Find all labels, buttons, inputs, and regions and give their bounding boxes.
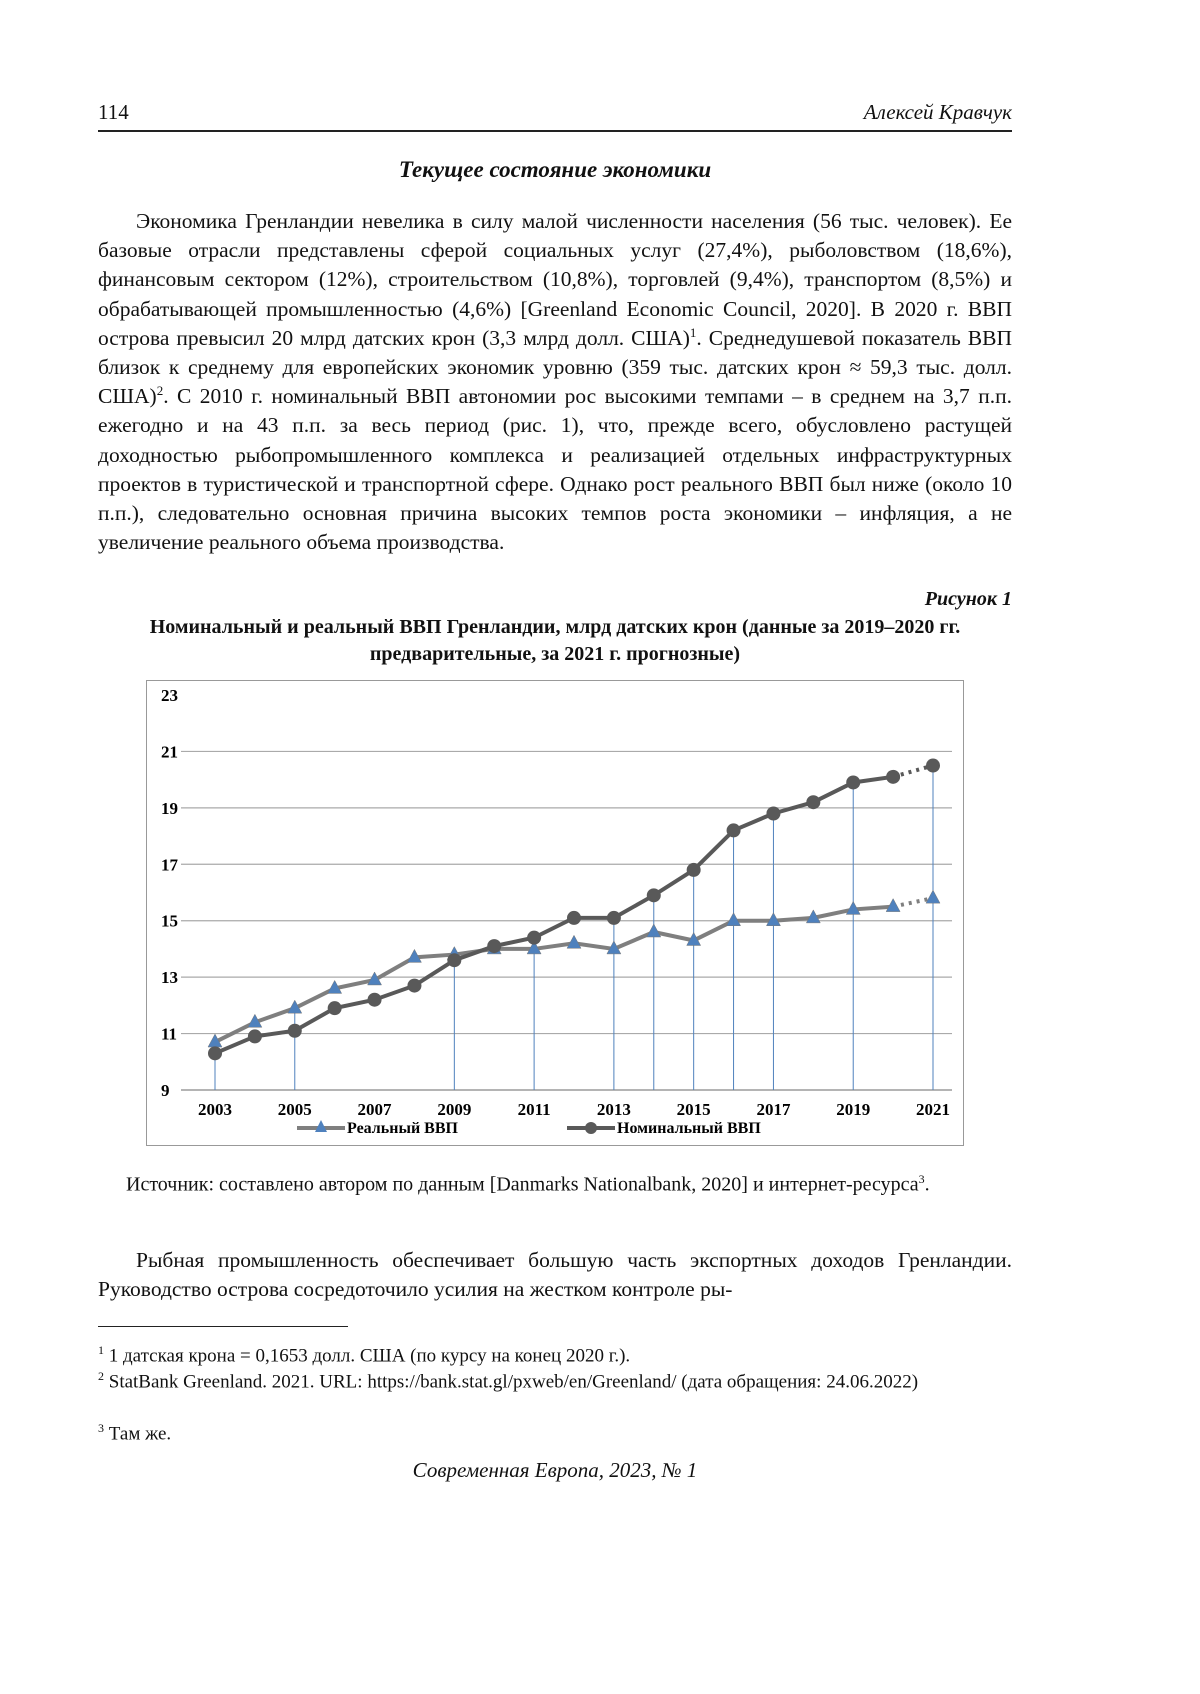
author-name: Алексей Кравчук (863, 100, 1012, 124)
data-point (287, 1023, 302, 1038)
data-point (686, 931, 702, 946)
data-point (447, 953, 462, 968)
text: StatBank Greenland. 2021. URL: https://b… (104, 1371, 919, 1393)
x-tick-label: 2007 (358, 1100, 393, 1119)
y-tick-label: 19 (161, 799, 178, 818)
data-point (846, 775, 861, 790)
data-point (925, 889, 941, 904)
legend-label: Номинальный ВВП (617, 1120, 761, 1137)
data-point (885, 898, 901, 912)
y-tick-label: 13 (161, 968, 178, 987)
data-point (247, 1029, 262, 1044)
x-tick-label: 2019 (836, 1100, 870, 1119)
x-tick-label: 2009 (437, 1100, 471, 1119)
y-tick-label: 23 (161, 686, 178, 705)
data-point (926, 758, 940, 773)
footnote-mark: 2 (98, 1369, 104, 1383)
page-number: 114 (98, 100, 129, 124)
series-line-nominal (214, 774, 894, 1056)
data-point (805, 909, 821, 924)
data-point (487, 939, 502, 954)
x-tick-label: 2005 (278, 1100, 312, 1119)
data-point (766, 806, 781, 821)
data-point (407, 978, 422, 993)
data-point (806, 795, 821, 810)
footnote-3: 3 Там же. (98, 1416, 1012, 1446)
footnote-mark: 1 (98, 1343, 104, 1357)
y-tick-label: 9 (161, 1081, 170, 1100)
data-point (726, 823, 741, 838)
data-point (686, 862, 701, 877)
data-point (247, 1013, 263, 1028)
data-point (567, 910, 581, 925)
chart: 9 11 13 15 17 19 21 23 2003 2005 2007 2009 2011 2013 2… (146, 680, 964, 1146)
data-point (367, 992, 382, 1007)
text: . Среднедушевой показатель ВВП близок к … (98, 325, 1012, 409)
x-tick-label: 2013 (597, 1100, 631, 1119)
x-tick-label: 2011 (518, 1100, 551, 1119)
figure-label: Рисунок 1 (924, 588, 1012, 610)
footnote-1: 1 1 датская крона = 0,1653 долл. США (по… (98, 1338, 1012, 1368)
data-point (646, 923, 662, 938)
text: Там же. (104, 1423, 172, 1445)
legend-marker-icon (585, 1122, 597, 1134)
data-point (527, 930, 542, 945)
x-tick-label: 2017 (756, 1100, 791, 1119)
data-point (566, 934, 582, 949)
data-point (646, 888, 661, 903)
footnote-ref[interactable]: 2 (156, 383, 164, 399)
chart-svg: 9 11 13 15 17 19 21 23 2003 2005 2007 2009 2011 2013 2… (161, 686, 952, 1137)
x-tick-label: 2021 (916, 1100, 950, 1119)
running-header: 114 Алексей Кравчук (98, 96, 1012, 132)
y-tick-label: 21 (161, 742, 178, 761)
data-point (327, 979, 343, 994)
legend-label: Реальный ВВП (347, 1120, 459, 1137)
text: 1 датская крона = 0,1653 долл. США (по к… (104, 1345, 631, 1367)
data-point (327, 1001, 342, 1016)
data-point (606, 910, 621, 925)
x-tick-label: 2015 (677, 1100, 711, 1119)
data-point (766, 912, 781, 926)
data-point (886, 769, 901, 784)
x-tick-label: 2003 (198, 1100, 232, 1119)
footnote-mark: 3 (98, 1421, 104, 1435)
figure-title: Номинальный и реальный ВВП Гренландии, м… (149, 616, 961, 665)
series-line-real (214, 904, 894, 1044)
text: Источник: составлено автором по данным [… (126, 1173, 919, 1196)
footnote-ref[interactable]: 3 (918, 1172, 925, 1186)
y-tick-label: 17 (161, 855, 179, 874)
paragraph-2: Рыбная промышленность обеспечивает больш… (98, 1248, 1012, 1302)
data-point (367, 971, 382, 986)
y-tick-label: 15 (161, 912, 178, 931)
data-point (407, 948, 422, 963)
footnote-divider (98, 1326, 348, 1327)
paragraph-1: Экономика Гренландии невелика в силу мал… (98, 207, 1012, 557)
series-forecast-line (892, 896, 934, 909)
source-note: Источник: составлено автором по данным [… (98, 1166, 1012, 1199)
data-point (726, 912, 741, 926)
y-tick-label: 11 (161, 1025, 177, 1044)
text: . (924, 1173, 930, 1196)
footnote-ref[interactable]: 1 (689, 324, 697, 340)
data-point (845, 900, 861, 915)
text: . С 2010 г. номинальный ВВП автономии ро… (98, 384, 1012, 555)
data-point (208, 1046, 222, 1061)
text: Экономика Гренландии невелика в силу мал… (98, 209, 1012, 350)
footnote-2: 2 StatBank Greenland. 2021. URL: https:/… (98, 1364, 1012, 1394)
data-point (526, 940, 542, 955)
data-point (287, 999, 303, 1014)
legend-marker-icon (315, 1120, 327, 1132)
data-point (606, 940, 622, 955)
journal-footer: Современная Европа, 2023, № 1 (412, 1458, 698, 1482)
section-title: Текущее состояние экономики (398, 157, 712, 182)
